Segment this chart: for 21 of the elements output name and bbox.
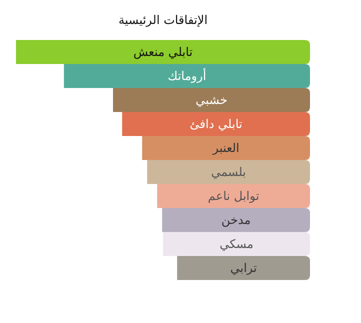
bar	[113, 88, 310, 112]
bar	[157, 184, 310, 208]
bar	[16, 40, 310, 64]
y-tick-label: أروماتك	[168, 68, 206, 84]
y-tick-label: مدخن	[221, 213, 251, 228]
y-tick-label: تابلي دافئ	[190, 117, 242, 132]
y-tick-label: توابل ناعم	[208, 189, 260, 204]
bar	[147, 160, 310, 184]
bar	[64, 64, 310, 88]
bar	[177, 256, 310, 280]
bar	[122, 112, 310, 136]
chart-title: الإتفاقات الرئيسية	[118, 13, 208, 27]
y-tick-label: خشبي	[196, 93, 228, 108]
y-tick-label: العنبر	[212, 141, 240, 156]
bar	[162, 208, 310, 232]
y-tick-label: مسكي	[220, 237, 254, 252]
y-tick-label: ترابي	[230, 261, 257, 276]
y-tick-label: بلسمي	[211, 165, 246, 180]
y-tick-label: تابلي منعش	[133, 45, 193, 60]
bar	[163, 232, 310, 256]
bar	[142, 136, 310, 160]
